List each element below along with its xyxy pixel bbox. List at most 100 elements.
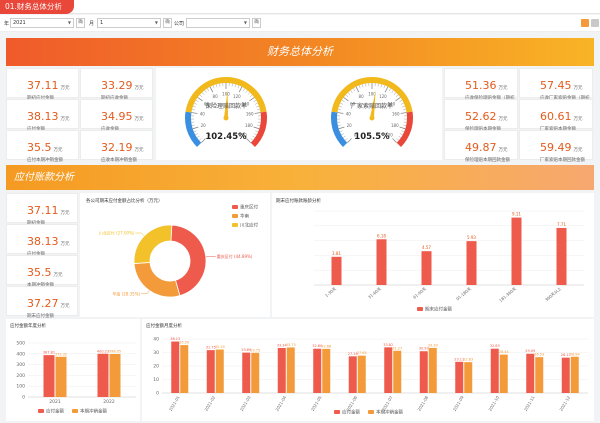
- aging-data-label: 6.18: [377, 233, 386, 238]
- gauge-tick: [253, 100, 257, 102]
- year-label: 年: [4, 21, 10, 27]
- ap-kpi-column: 37.11万元期初金额38.13万元应付金额35.5万元本期冲销金额37.27万…: [6, 193, 78, 319]
- kpi-unit: 万元: [134, 86, 144, 91]
- kpi-label: 厂家索赔本期回款金额: [540, 158, 585, 163]
- pie-slice-label: 华南 (28.35%): [112, 290, 140, 296]
- company-select[interactable]: ▼: [186, 18, 250, 28]
- y-tick-label: 500: [16, 341, 25, 347]
- gauge-tick: [200, 138, 206, 144]
- gauge-tick: [337, 112, 344, 114]
- gauge-tick: [201, 92, 205, 95]
- bar: [286, 347, 295, 393]
- gauge-tick: [340, 102, 344, 105]
- monthly-panel: 应付金额月度分析 0 10 20 30 40 38.13 35.50 2021-01 31.75…: [142, 319, 594, 421]
- month-confirm-button[interactable]: 确: [163, 18, 172, 28]
- aging-data-label: 7.71: [557, 222, 566, 227]
- gauge-tick: [193, 130, 197, 133]
- pie-legend-label: 重庆区付: [240, 204, 258, 211]
- bar-data-label: 38.13: [170, 337, 180, 341]
- gauge-tick: [358, 85, 361, 89]
- gauge-tick: [249, 97, 255, 102]
- month-select[interactable]: 1 ▼: [97, 18, 161, 28]
- x-tick-label: 2021-08: [416, 395, 429, 412]
- kpi-unit: 万元: [573, 86, 583, 91]
- kpi-value: 35.5: [27, 266, 52, 279]
- bar-data-label: 32.83: [490, 344, 500, 348]
- gauge-tick: [212, 85, 215, 89]
- x-tick-label: 2021-01: [168, 395, 181, 412]
- bar: [570, 356, 579, 393]
- kpi-unit: 万元: [573, 117, 583, 122]
- pie-panel: 各公司期末应付金额占比分析（万元） 重庆区付 (44.89%) 华南 (28.35…: [80, 193, 270, 317]
- aging-tick-label: 91-180天: [455, 286, 472, 302]
- ap-kpi-card: 35.5万元本期冲销金额: [6, 255, 78, 288]
- yearly-bar-chart: 0 100 200 300 400 500 387.81 372.32 2021 400.23 39…: [16, 341, 136, 415]
- y-tick-label: 30: [153, 350, 159, 356]
- company-confirm-button[interactable]: 确: [252, 18, 261, 28]
- gauge-tick: [383, 85, 386, 89]
- year-confirm-button[interactable]: 确: [76, 18, 85, 28]
- kpi-unit: 万元: [60, 242, 70, 247]
- y-tick-label: 40: [153, 337, 159, 343]
- gauge-hub: [223, 115, 229, 121]
- bar-data-label: 32.80: [312, 344, 322, 348]
- bar: [242, 352, 251, 393]
- gauge-tick: [252, 135, 256, 138]
- bar: [97, 353, 109, 397]
- left-kpi-grid: 37.11万元期初应付金额33.29万元期初应收金额38.13万元应付金额34.…: [6, 68, 154, 163]
- gauge-tick: [402, 109, 406, 111]
- gauge-arc-segment: [396, 111, 413, 147]
- bar: [535, 357, 544, 393]
- gauge-tick: [193, 105, 196, 108]
- gauge-tick: [342, 135, 346, 138]
- kpi-unit: 万元: [498, 117, 508, 122]
- aging-data-label: 4.57: [422, 245, 431, 250]
- gauge-tick: [238, 86, 243, 93]
- kpi-unit: 万元: [134, 117, 144, 122]
- gauge-tick: [365, 83, 367, 87]
- kpi-label: 保险理赔本期回款金额: [465, 158, 510, 163]
- chevron-down-icon: ▼: [67, 20, 71, 25]
- x-tick-label: 2021-03: [239, 395, 252, 412]
- bar-data-label: 33.73: [286, 343, 296, 347]
- kpi-label: 应收金额: [101, 126, 152, 132]
- pie-legend-swatch: [232, 205, 238, 209]
- kpi-label: 期初应收金额: [101, 95, 152, 101]
- chevron-down-icon: ▼: [243, 20, 247, 25]
- kpi-unit: 万元: [60, 86, 70, 91]
- kpi-label: 应付本期冲销金额: [27, 158, 63, 163]
- gauge-tick: [388, 88, 391, 92]
- gauge-tick: [344, 138, 348, 141]
- gauge-tick-label: 40: [346, 112, 352, 117]
- kpi-label: 本期冲销金额: [27, 282, 77, 288]
- gauge-tick: [399, 133, 403, 136]
- left-kpi-card: 33.29万元期初应收金额: [80, 68, 153, 101]
- company-label: 公司: [174, 21, 185, 27]
- year-select[interactable]: 2021 ▼: [10, 18, 74, 28]
- settings-icon[interactable]: [591, 19, 599, 27]
- legend-swatch: [368, 410, 374, 414]
- gauge-tick: [337, 124, 341, 126]
- x-tick-label: 2021-11: [523, 395, 536, 412]
- gauge-tick: [195, 133, 199, 136]
- kpi-value: 32.19: [101, 141, 133, 154]
- kpi-unit: 万元: [134, 148, 144, 153]
- export-icon[interactable]: [581, 19, 589, 27]
- bar: [357, 355, 366, 393]
- gauge-tick: [195, 100, 199, 102]
- bar: [313, 348, 322, 393]
- gauge-needle: [224, 90, 228, 119]
- x-tick-label: 2021-05: [310, 395, 323, 412]
- month-value: 1: [100, 20, 104, 26]
- bar-data-label: 29.89: [241, 348, 251, 352]
- chevron-down-icon: ▼: [154, 20, 158, 25]
- left-kpi-card: 34.95万元应收金额: [80, 99, 153, 132]
- gauge-tick: [400, 102, 404, 105]
- gauge-tick: [204, 90, 207, 93]
- tab-financial-overview[interactable]: 01.财务总体分析: [0, 0, 74, 14]
- bar-data-label: 33.82: [383, 343, 393, 347]
- bar: [419, 351, 428, 393]
- right-kpi-card: 51.36万元应收保险理赔金额（期初: [444, 68, 518, 101]
- kpi-value: 38.13: [27, 110, 59, 123]
